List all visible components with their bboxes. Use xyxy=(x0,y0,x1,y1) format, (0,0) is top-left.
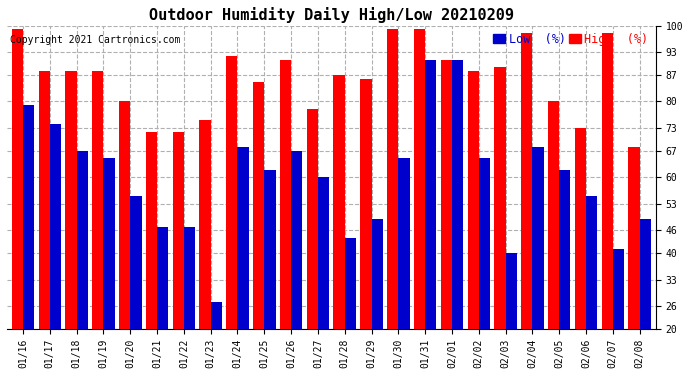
Bar xyxy=(360,79,371,329)
Bar xyxy=(264,170,275,329)
Bar xyxy=(333,75,345,329)
Bar xyxy=(226,56,237,329)
Bar xyxy=(77,151,88,329)
Bar xyxy=(146,132,157,329)
Text: Copyright 2021 Cartronics.com: Copyright 2021 Cartronics.com xyxy=(10,34,181,45)
Bar xyxy=(533,147,544,329)
Bar xyxy=(50,124,61,329)
Bar xyxy=(104,158,115,329)
Bar xyxy=(629,147,640,329)
Bar xyxy=(441,60,452,329)
Bar xyxy=(237,147,249,329)
Bar xyxy=(425,60,436,329)
Bar xyxy=(548,101,559,329)
Bar xyxy=(66,71,77,329)
Bar xyxy=(586,196,598,329)
Bar xyxy=(23,105,34,329)
Bar xyxy=(253,82,264,329)
Bar xyxy=(387,29,398,329)
Bar xyxy=(613,249,624,329)
Bar xyxy=(39,71,50,329)
Bar xyxy=(452,60,463,329)
Bar xyxy=(184,226,195,329)
Bar xyxy=(398,158,410,329)
Bar xyxy=(345,238,356,329)
Bar xyxy=(306,109,318,329)
Bar xyxy=(172,132,184,329)
Legend: Low  (%), High  (%): Low (%), High (%) xyxy=(492,32,650,47)
Bar xyxy=(318,177,329,329)
Bar xyxy=(130,196,141,329)
Bar xyxy=(414,29,425,329)
Bar xyxy=(92,71,104,329)
Bar xyxy=(199,120,210,329)
Bar xyxy=(371,219,383,329)
Bar xyxy=(640,219,651,329)
Bar xyxy=(12,29,23,329)
Bar xyxy=(494,67,506,329)
Title: Outdoor Humidity Daily High/Low 20210209: Outdoor Humidity Daily High/Low 20210209 xyxy=(149,7,514,23)
Bar xyxy=(468,71,479,329)
Bar xyxy=(521,33,533,329)
Bar xyxy=(575,128,586,329)
Bar xyxy=(291,151,302,329)
Bar xyxy=(479,158,490,329)
Bar xyxy=(602,33,613,329)
Bar xyxy=(506,253,517,329)
Bar xyxy=(119,101,130,329)
Bar xyxy=(210,302,222,329)
Bar xyxy=(157,226,168,329)
Bar xyxy=(280,60,291,329)
Bar xyxy=(559,170,571,329)
